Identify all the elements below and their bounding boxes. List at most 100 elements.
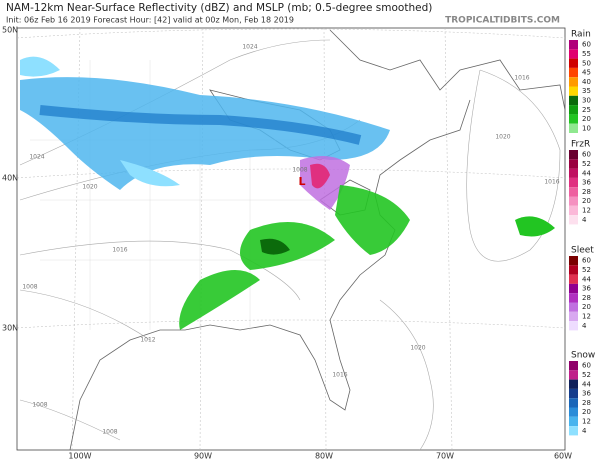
legend-label: 20	[582, 408, 591, 416]
legend-label: 44	[582, 169, 591, 177]
legend-label: 60	[582, 257, 591, 265]
legend-swatch	[569, 159, 578, 169]
isobar-label: 1012	[140, 337, 155, 344]
legend-swatch	[569, 293, 578, 303]
legend-title: Snow	[571, 351, 595, 361]
lon-label: 80W	[315, 452, 333, 461]
lat-label: 40N	[2, 174, 18, 183]
legend-swatch	[569, 398, 578, 408]
legend-label: 12	[582, 312, 591, 320]
legend-label: 4	[582, 216, 587, 224]
legend-label: 36	[582, 285, 591, 293]
legend-label: 52	[582, 371, 591, 379]
legend-label: 12	[582, 417, 591, 425]
legend-swatch	[569, 321, 578, 331]
title: NAM-12km Near-Surface Reflectivity (dBZ)…	[6, 2, 432, 14]
legend-swatch	[569, 416, 578, 427]
legend-label: 60	[582, 151, 591, 159]
legend-swatch	[569, 283, 578, 294]
precipitation	[20, 56, 555, 330]
legend-swatch	[569, 40, 578, 50]
legend-label: 10	[582, 124, 591, 132]
legend-swatch	[569, 370, 578, 380]
watermark: TROPICALTIDBITS.COM	[445, 16, 560, 26]
legend-label: 36	[582, 390, 591, 398]
legend-swatch	[569, 177, 578, 188]
legend-label: 12	[582, 206, 591, 214]
legend-swatch	[569, 256, 578, 266]
lon-label: 60W	[554, 452, 572, 461]
legend-label: 4	[582, 322, 587, 330]
legend-label: 45	[582, 69, 591, 77]
legend-swatch	[569, 302, 578, 312]
isobar-label: 1020	[410, 345, 425, 352]
lon-label: 90W	[194, 452, 212, 461]
legend-label: 28	[582, 399, 591, 407]
isobar-label: 1024	[29, 154, 44, 161]
legend-swatch	[569, 77, 578, 87]
legend-label: 40	[582, 78, 591, 86]
legend-swatch	[569, 150, 578, 160]
isobar-label: 1008	[22, 284, 37, 291]
legend-swatch	[569, 168, 578, 178]
legend-label: 55	[582, 50, 591, 58]
legend-label: 44	[582, 380, 591, 388]
legend-label: 20	[582, 115, 591, 123]
legend-title: Rain	[571, 30, 591, 40]
legend-label: 30	[582, 96, 591, 104]
legend-label: 28	[582, 188, 591, 196]
legend-swatch	[569, 361, 578, 371]
isobar-label: 1016	[544, 179, 559, 186]
lon-label: 70W	[436, 452, 454, 461]
isobar-label: 1020	[82, 184, 97, 191]
legend-label: 35	[582, 87, 591, 95]
subtitle: Init: 06z Feb 16 2019 Forecast Hour: [42…	[6, 16, 294, 25]
legend-label: 28	[582, 294, 591, 302]
legend-swatch	[569, 86, 578, 96]
legend-label: 52	[582, 160, 591, 168]
legend-swatch	[569, 311, 578, 322]
legend-swatch	[569, 426, 578, 436]
legend-label: 36	[582, 179, 591, 187]
legend-swatch	[569, 187, 578, 197]
legend-label: 20	[582, 303, 591, 311]
isobar-label: 1020	[495, 134, 510, 141]
legend-swatch	[569, 274, 578, 284]
isobar-label: 1008	[102, 429, 117, 436]
legend-title: FrzR	[571, 140, 590, 150]
isobar-label: 1016	[332, 372, 347, 379]
legend-swatch	[569, 49, 578, 59]
lon-label: 100W	[68, 452, 91, 461]
legend-title: Sleet	[571, 246, 594, 256]
legend-label: 25	[582, 106, 591, 114]
legend-swatch	[569, 105, 578, 115]
legend-swatch	[569, 196, 578, 206]
legend-swatch	[569, 114, 578, 124]
legend-label: 60	[582, 362, 591, 370]
isobar-label: 1016	[514, 75, 529, 82]
map	[16, 27, 566, 451]
lat-label: 30N	[2, 324, 18, 333]
legend-swatch	[569, 67, 578, 78]
legend-swatch	[569, 58, 578, 68]
legend-label: 44	[582, 275, 591, 283]
low-marker: L	[298, 175, 305, 188]
legend-swatch	[569, 388, 578, 399]
legend-label: 60	[582, 41, 591, 49]
legend-swatch	[569, 265, 578, 275]
legend-label: 4	[582, 427, 587, 435]
isobar-label: 1008	[32, 402, 47, 409]
legend-label: 52	[582, 266, 591, 274]
legend-swatch	[569, 123, 578, 133]
legend-swatch	[569, 215, 578, 225]
graticule	[16, 27, 566, 451]
isobar-label: 1024	[242, 44, 257, 51]
legend-swatch	[569, 379, 578, 389]
legend-label: 50	[582, 59, 591, 67]
lat-label: 50N	[2, 26, 18, 35]
legend-swatch	[569, 407, 578, 417]
legend-swatch	[569, 205, 578, 216]
isobar-label: 1008	[292, 167, 307, 174]
legend-swatch	[569, 95, 578, 106]
